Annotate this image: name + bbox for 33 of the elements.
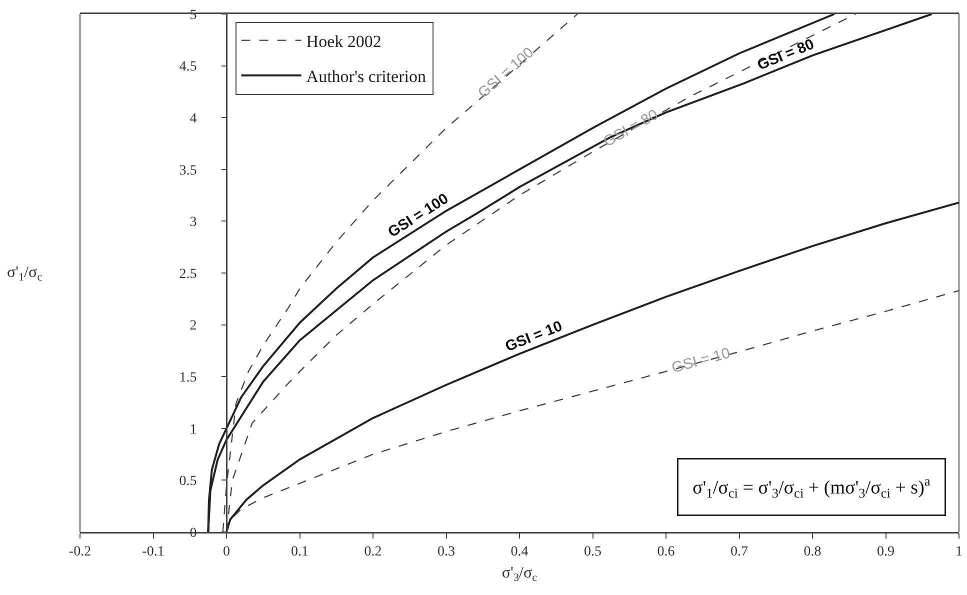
x-tick-label: 0.4 — [510, 544, 528, 560]
y-tick-label: 0.5 — [179, 474, 197, 490]
y-tick-label: 1 — [190, 422, 197, 438]
annotation: GSI = 80 — [600, 106, 662, 150]
x-tick-label: 0.6 — [657, 544, 675, 560]
x-tick-label: 0.7 — [730, 544, 748, 560]
x-tick-label: 0.8 — [804, 544, 822, 560]
annotation: GSI = 10 — [670, 344, 732, 377]
x-tick-label: 0.1 — [291, 544, 308, 560]
x-axis-title: σ'$_{3}$/σ$_{c}$ — [502, 564, 538, 584]
y-tick-label: 1.5 — [179, 370, 197, 386]
legend-label: Author's criterion — [306, 67, 426, 86]
x-tick-label: 0.2 — [364, 544, 382, 560]
y-tick-label: 2.5 — [179, 266, 197, 282]
annotation: GSI = 100 — [385, 190, 452, 242]
y-tick-label: 3 — [190, 215, 197, 230]
x-tick-label: 0 — [223, 544, 230, 560]
x-tick-label: 1 — [956, 544, 962, 560]
y-tick-label: 2 — [190, 318, 197, 334]
x-tick-label: 0.5 — [584, 544, 602, 560]
x-tick-label: 0.9 — [877, 544, 894, 560]
y-tick-label: 3.5 — [179, 163, 197, 178]
annotation: GSI = 100 — [474, 44, 538, 102]
y-tick-label: 4.5 — [179, 60, 197, 75]
x-tick-label: -0.2 — [68, 544, 92, 560]
x-tick-label: -0.1 — [142, 544, 164, 560]
annotation: GSI = 80 — [755, 36, 817, 74]
y-axis-title: σ'$_{1}$/σ$_{c}$ — [7, 264, 42, 284]
text: σ'$_{1}$/σ$_{ci}$ = σ'$_{3}$/σ$_{ci}$ + (mσ'$_{3}$/σ$_{ci}$ + s)$^{a}$ — [692, 474, 930, 500]
y-tick-label: 4 — [190, 112, 197, 126]
x-tick-label: 0.3 — [438, 544, 455, 560]
annotation: GSI = 10 — [503, 318, 565, 356]
legend-label: Hoek 2002 — [306, 32, 382, 51]
